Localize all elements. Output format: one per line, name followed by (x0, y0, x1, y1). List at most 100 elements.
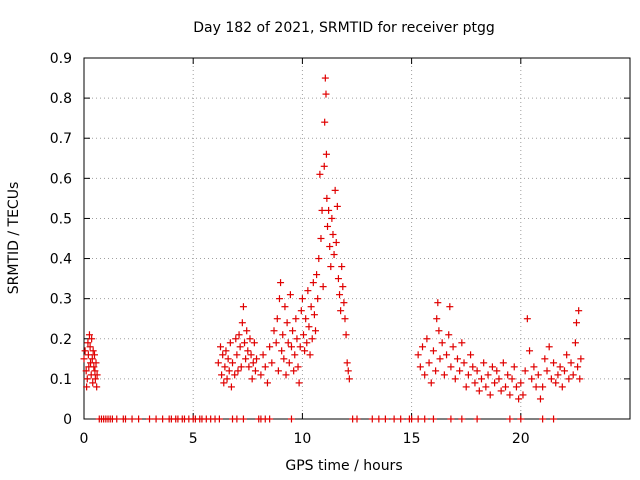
data-point (236, 343, 244, 351)
data-point (545, 343, 553, 351)
data-point (278, 347, 286, 355)
data-point (295, 379, 303, 387)
x-tick-label: 5 (189, 431, 198, 447)
data-point (313, 271, 321, 279)
data-point (159, 415, 167, 423)
data-point (298, 295, 306, 303)
data-point (550, 359, 558, 367)
chart-title: Day 182 of 2021, SRMTID for receiver ptg… (193, 20, 495, 36)
data-point (565, 375, 573, 383)
data-point (318, 206, 326, 214)
data-point (436, 355, 444, 363)
data-point (462, 383, 470, 391)
data-point (291, 351, 299, 359)
data-point (135, 415, 143, 423)
data-point (312, 327, 320, 335)
data-point (345, 375, 353, 383)
data-point (475, 387, 483, 395)
data-point (482, 383, 490, 391)
data-point (84, 339, 92, 347)
data-point (504, 371, 512, 379)
y-tick-label: 0.4 (50, 252, 72, 268)
data-point (414, 415, 422, 423)
data-point (223, 375, 231, 383)
data-point (292, 315, 300, 323)
y-axis-title: SRMTID / TECUs (6, 182, 22, 295)
data-point (87, 371, 95, 379)
data-point (526, 347, 534, 355)
y-tick-label: 0.6 (50, 171, 72, 187)
data-point (237, 363, 245, 371)
data-point (232, 335, 240, 343)
data-point (86, 343, 94, 351)
data-point (245, 363, 253, 371)
data-point (458, 339, 466, 347)
data-point (214, 359, 222, 367)
data-point (244, 347, 252, 355)
data-point (233, 351, 241, 359)
x-tick-label: 15 (403, 431, 421, 447)
data-point (429, 347, 437, 355)
data-point (534, 371, 542, 379)
data-point (445, 331, 453, 339)
data-point (519, 391, 527, 399)
data-point (506, 415, 514, 423)
data-point (530, 363, 538, 371)
data-point (331, 186, 339, 194)
data-point (82, 367, 90, 375)
data-point (416, 363, 424, 371)
data-point (323, 194, 331, 202)
data-point (266, 343, 274, 351)
data-point (281, 303, 289, 311)
data-point (247, 351, 255, 359)
data-point (273, 315, 281, 323)
data-point (294, 363, 302, 371)
data-point (447, 363, 455, 371)
data-point (219, 351, 227, 359)
data-point (326, 243, 334, 251)
data-point (495, 375, 503, 383)
data-point (432, 367, 440, 375)
x-tick-label: 10 (293, 431, 311, 447)
data-point (239, 303, 247, 311)
data-point (241, 339, 249, 347)
data-point (92, 359, 100, 367)
data-point (560, 367, 568, 375)
data-point (473, 367, 481, 375)
data-point (296, 343, 304, 351)
data-point (572, 319, 580, 327)
data-point (93, 371, 101, 379)
data-point (577, 355, 585, 363)
data-point (443, 351, 451, 359)
data-point (333, 202, 341, 210)
data-point (225, 367, 233, 375)
data-point (429, 415, 437, 423)
data-point (121, 415, 129, 423)
data-point (90, 351, 98, 359)
y-tick-label: 0.8 (50, 91, 72, 107)
data-point (541, 355, 549, 363)
data-point (85, 331, 93, 339)
data-point (414, 351, 422, 359)
data-point (508, 375, 516, 383)
data-point (287, 343, 295, 351)
data-point (512, 383, 520, 391)
y-tick-label: 0.1 (50, 372, 72, 388)
data-point (446, 303, 454, 311)
data-point (337, 307, 345, 315)
data-point (440, 371, 448, 379)
data-point (329, 230, 337, 238)
data-point (90, 363, 98, 371)
data-point (285, 359, 293, 367)
data-point (449, 343, 457, 351)
data-point (146, 415, 154, 423)
data-point (344, 367, 352, 375)
data-point (89, 347, 97, 355)
data-point (249, 359, 257, 367)
x-tick-label: 20 (512, 431, 530, 447)
data-point (569, 371, 577, 379)
data-point (290, 367, 298, 375)
data-point (397, 415, 405, 423)
data-point (493, 367, 501, 375)
